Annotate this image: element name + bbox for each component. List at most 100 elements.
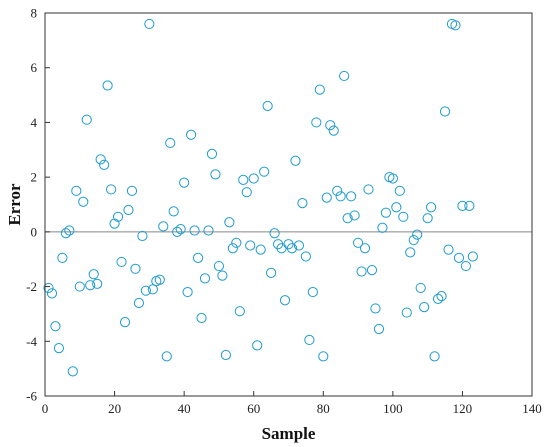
data-point — [325, 120, 336, 131]
data-point — [426, 202, 437, 213]
data-point — [210, 169, 221, 180]
data-point — [252, 340, 263, 351]
data-point — [203, 225, 214, 236]
y-tick-label: 4 — [31, 115, 38, 130]
data-point — [248, 173, 259, 184]
data-point — [186, 129, 197, 140]
x-tick-label: 20 — [108, 401, 121, 416]
data-point — [290, 155, 301, 166]
y-tick-label: -4 — [26, 334, 37, 349]
data-point — [255, 244, 266, 255]
data-point — [349, 210, 360, 221]
data-point — [359, 243, 371, 254]
data-point — [74, 281, 85, 292]
data-point — [405, 247, 416, 258]
data-point — [130, 263, 141, 274]
data-point — [366, 265, 378, 276]
data-point — [332, 185, 343, 196]
data-point — [53, 343, 65, 354]
data-point — [227, 243, 238, 254]
data-point — [217, 270, 228, 281]
data-point — [88, 269, 99, 280]
data-point — [321, 192, 332, 203]
data-point — [78, 196, 89, 207]
x-tick-label: 60 — [247, 401, 260, 416]
data-point — [318, 351, 329, 362]
data-point — [464, 200, 475, 211]
data-point — [57, 252, 68, 263]
data-point — [123, 204, 134, 216]
data-point — [231, 237, 242, 248]
data-point — [415, 282, 426, 294]
data-point — [67, 366, 78, 377]
data-point — [422, 213, 433, 224]
data-point — [380, 207, 391, 218]
data-point — [116, 256, 127, 268]
data-point — [102, 80, 113, 91]
tick-labels: 0 20 40 60 80 100 120 140 -6 -4 -2 0 2 4 6 8 — [26, 6, 542, 417]
data-point — [95, 154, 106, 165]
data-point — [460, 260, 472, 272]
data-point — [99, 159, 110, 170]
plot-frame — [44, 12, 533, 397]
data-point — [450, 20, 461, 31]
data-point — [140, 285, 151, 296]
data-point — [234, 306, 245, 317]
y-tick-label: -2 — [26, 279, 37, 294]
y-tick-label: 8 — [31, 6, 38, 21]
data-point — [46, 288, 58, 299]
data-point — [245, 240, 256, 251]
data-point — [352, 237, 364, 248]
data-point — [429, 351, 440, 362]
data-point — [370, 303, 381, 314]
data-point — [373, 323, 385, 335]
data-point — [165, 137, 176, 149]
data-point — [467, 251, 478, 262]
data-point — [356, 266, 367, 277]
data-point — [154, 274, 165, 285]
data-point — [391, 202, 402, 213]
x-axis-title: Sample — [262, 424, 316, 443]
data-point — [266, 267, 277, 278]
data-point — [220, 349, 231, 361]
data-point — [85, 280, 96, 291]
data-point — [457, 200, 468, 211]
data-point — [158, 221, 169, 232]
y-tick-label: 6 — [31, 60, 38, 75]
data-point — [60, 228, 71, 239]
data-point — [436, 291, 447, 302]
data-point — [133, 297, 145, 309]
data-point — [262, 100, 273, 112]
data-point — [307, 286, 318, 298]
data-point — [443, 244, 454, 255]
data-point — [279, 295, 291, 306]
y-tick-label: 2 — [31, 170, 38, 185]
data-point — [314, 84, 325, 95]
data-point — [196, 312, 207, 324]
data-point — [293, 240, 305, 251]
data-point — [161, 351, 172, 362]
data-point — [238, 174, 249, 185]
x-tick-label: 80 — [317, 401, 330, 416]
axis-ticks — [44, 12, 533, 397]
x-tick-label: 100 — [383, 401, 403, 416]
data-point — [408, 234, 419, 246]
data-point — [259, 166, 270, 177]
data-point — [71, 185, 82, 196]
data-point — [342, 213, 353, 224]
x-tick-label: 140 — [522, 401, 542, 416]
data-point — [339, 70, 350, 82]
data-point — [419, 301, 430, 313]
data-point — [286, 243, 298, 254]
data-point — [224, 217, 235, 228]
x-tick-label: 0 — [42, 401, 49, 416]
data-point — [144, 18, 155, 30]
data-point — [175, 224, 186, 235]
data-point — [311, 117, 322, 128]
data-point — [43, 282, 54, 294]
data-point — [213, 260, 225, 272]
data-point — [126, 185, 138, 196]
data-point — [168, 206, 179, 217]
data-point — [269, 228, 280, 239]
